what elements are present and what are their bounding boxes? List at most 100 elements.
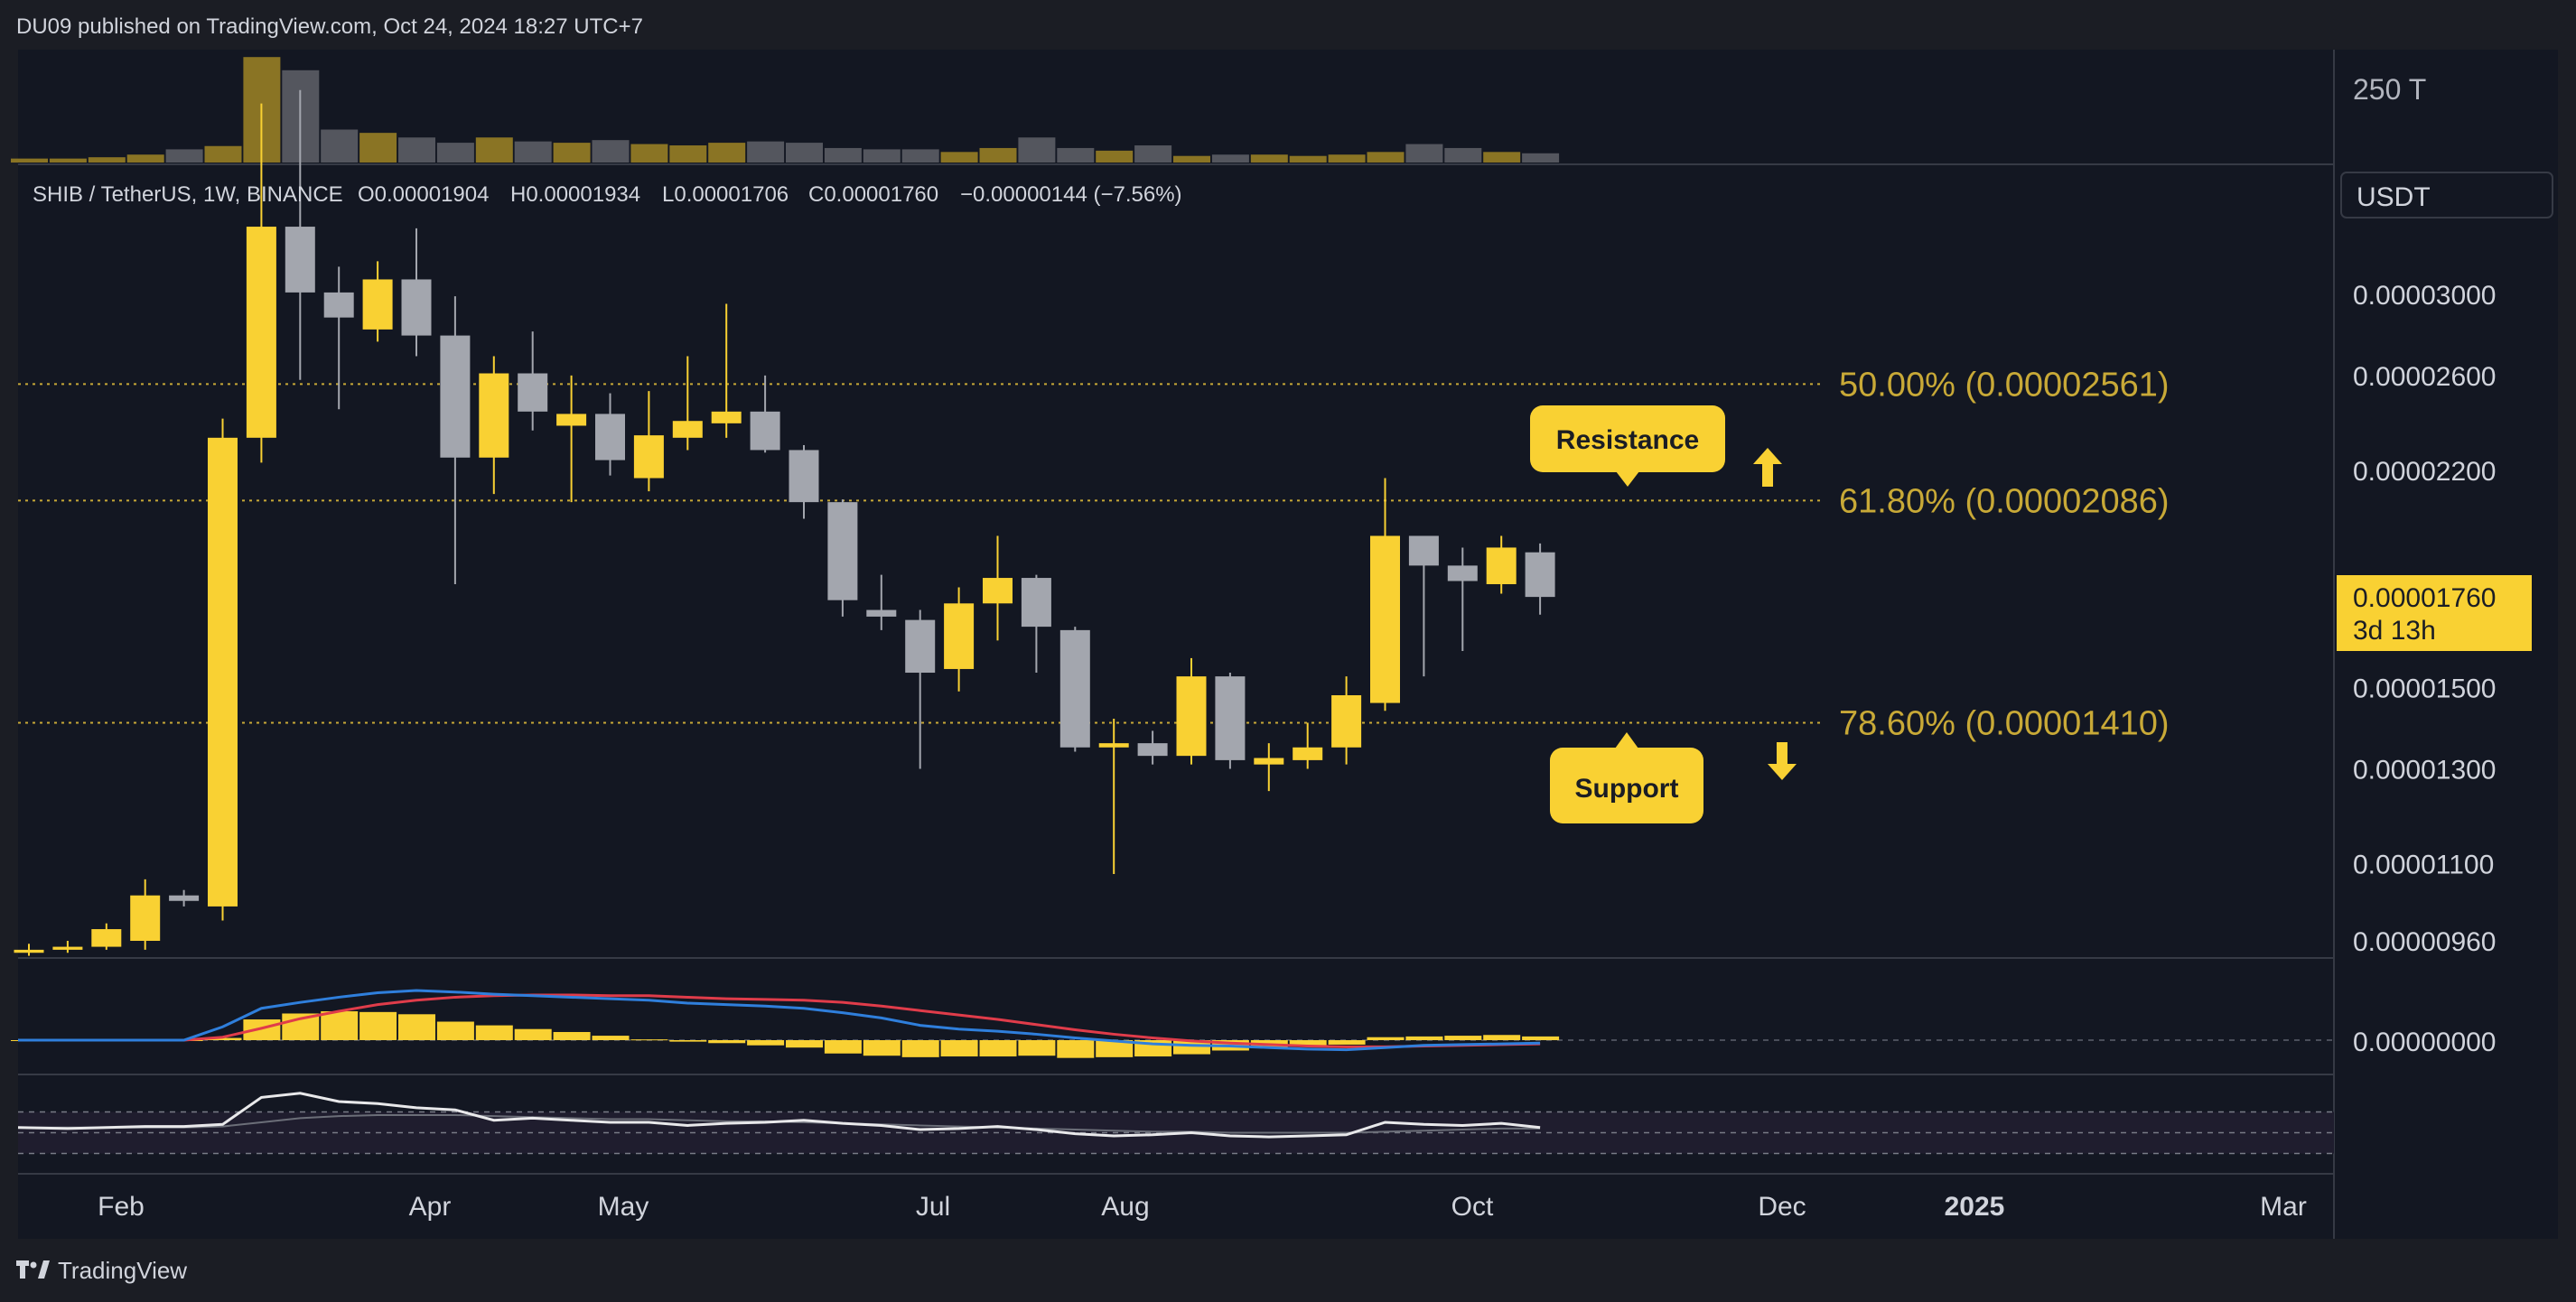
candle-body-11 [440, 335, 471, 458]
macd-hist-21 [824, 1040, 862, 1054]
macd-hist-15 [592, 1036, 630, 1040]
volume-bar-5 [204, 145, 242, 163]
macd-hist-38 [1483, 1035, 1521, 1040]
volume-bar-11 [436, 143, 474, 163]
last-price-badge: 0.00001760 3d 13h [2337, 575, 2532, 651]
macd-hist-23 [901, 1040, 939, 1057]
legend-low: L0.00001706 [662, 182, 789, 207]
candle-body-21 [827, 502, 858, 600]
volume-bar-0 [11, 158, 48, 163]
tradingview-logo-icon[interactable] [16, 1260, 51, 1280]
volume-bar-39 [1522, 153, 1560, 163]
y-tick-0: 0.00003000 [2353, 281, 2497, 311]
rsi-line [17, 1092, 1541, 1139]
candle-body-6 [246, 227, 276, 438]
volume-bar-32 [1250, 154, 1288, 163]
macd-hist-8 [321, 1011, 359, 1040]
volume-axis-label: 250 T [2353, 73, 2426, 106]
volume-bar-19 [747, 141, 785, 163]
macd-hist-39 [1522, 1036, 1560, 1040]
publish-info: DU09 published on TradingView.com, Oct 2… [16, 14, 643, 39]
candle-body-39 [1525, 552, 1555, 598]
candle-body-18 [711, 411, 742, 423]
footer: TradingView [16, 1248, 187, 1293]
macd-hist-36 [1405, 1036, 1443, 1040]
macd-hist-34 [1328, 1040, 1366, 1045]
volume-bar-9 [359, 133, 397, 163]
volume-bar-35 [1367, 152, 1405, 163]
candle-body-9 [362, 279, 393, 330]
currency-selector[interactable]: USDT [2340, 172, 2553, 219]
fib-label-2: 78.60% (0.00001410) [1839, 704, 2170, 742]
price-axis-ticks: 0.00003000 0.00002600 0.00002200 0.00001500… [2353, 281, 2497, 957]
candle-body-19 [750, 411, 780, 451]
y-tick-1: 0.00002600 [2353, 362, 2497, 392]
candle-body-32 [1254, 758, 1284, 765]
volume-bar-2 [88, 157, 126, 163]
legend-symbol[interactable]: SHIB / TetherUS, 1W, BINANCE [33, 182, 343, 207]
y-tick-4: 0.00001300 [2353, 755, 2497, 785]
fib-label-1: 61.80% (0.00002086) [1839, 482, 2170, 520]
volume-bar-16 [630, 144, 668, 163]
signal-line [18, 993, 1541, 1048]
candle-body-35 [1370, 535, 1400, 703]
volume-bar-25 [979, 147, 1017, 163]
volume-bar-27 [1057, 147, 1095, 163]
candle-body-25 [983, 578, 1013, 604]
x-tick-6: Dec [1758, 1192, 1806, 1222]
candle-body-22 [866, 609, 897, 617]
y-tick-5: 0.00001100 [2353, 850, 2494, 879]
volume-bar-29 [1134, 145, 1172, 163]
candle-body-4 [169, 895, 200, 901]
candle-body-3 [130, 895, 161, 941]
macd-hist-35 [1367, 1037, 1405, 1040]
macd-indicator [11, 989, 2334, 1058]
macd-hist-12 [475, 1025, 513, 1040]
time-axis[interactable] [18, 1174, 2334, 1239]
arrow-up-icon [1753, 448, 1782, 487]
candle-body-1 [52, 946, 83, 950]
volume-bar-28 [1096, 150, 1134, 163]
candle-body-36 [1408, 535, 1439, 566]
candle-body-2 [91, 929, 122, 947]
volume-bar-26 [1018, 137, 1056, 163]
candle-body-5 [208, 437, 238, 907]
x-tick-5: Oct [1451, 1192, 1494, 1222]
legend-high: H0.00001934 [510, 182, 640, 207]
candle-body-33 [1293, 747, 1323, 760]
macd-line [18, 989, 1541, 1052]
volume-bar-17 [669, 145, 707, 163]
volume-bar-12 [475, 137, 513, 163]
brand-name[interactable]: TradingView [58, 1256, 188, 1284]
candle-body-26 [1021, 578, 1051, 628]
candle-body-16 [633, 435, 664, 479]
volume-bar-31 [1211, 154, 1249, 163]
x-tick-4: Aug [1101, 1192, 1149, 1222]
fib-label-0: 50.00% (0.00002561) [1839, 366, 2170, 404]
volume-bar-18 [708, 143, 746, 163]
candle-body-38 [1486, 547, 1517, 584]
candle-body-27 [1059, 629, 1090, 748]
candle-body-29 [1137, 743, 1168, 757]
publish-header: DU09 published on TradingView.com, Oct 2… [0, 0, 2576, 54]
fib-levels: 50.00% (0.00002561) 61.80% (0.00002086) 78… [18, 366, 2170, 742]
candle-body-0 [14, 949, 44, 953]
resistance-callout: Resistance [1530, 405, 1725, 487]
support-callout: Support [1550, 732, 1703, 823]
macd-hist-5 [204, 1037, 242, 1040]
volume-bar-38 [1483, 152, 1521, 163]
macd-axis-label: 0.00000000 [2353, 1028, 2497, 1057]
macd-hist-24 [940, 1040, 978, 1057]
macd-hist-14 [553, 1031, 591, 1040]
candle-body-12 [479, 373, 509, 458]
candle-body-30 [1176, 676, 1207, 757]
x-tick-3: Jul [916, 1192, 950, 1222]
last-price-value: 0.00001760 [2353, 583, 2497, 613]
macd-hist-27 [1057, 1040, 1095, 1058]
volume-bar-4 [165, 149, 203, 163]
candle-body-7 [285, 227, 315, 293]
x-tick-2: May [598, 1192, 649, 1222]
volume-bar-24 [940, 152, 978, 163]
macd-hist-19 [747, 1040, 785, 1046]
